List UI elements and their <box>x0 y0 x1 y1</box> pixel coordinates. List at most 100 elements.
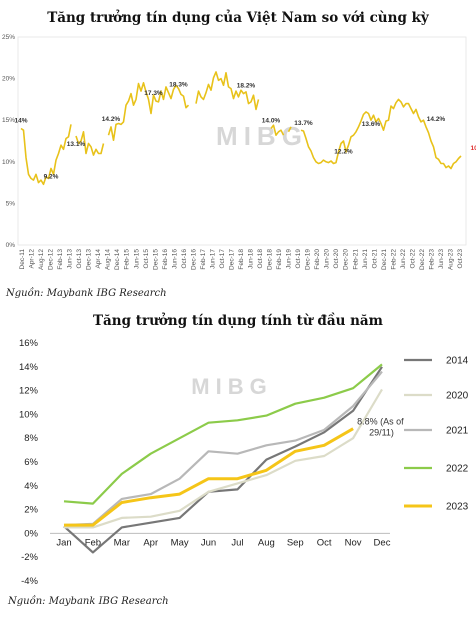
chart1-x-tick-label: Dec-20 <box>343 249 350 270</box>
chart1-x-tick-label: Dec-19 <box>305 249 312 270</box>
chart1-x-tick-label: Feb-22 <box>390 249 397 270</box>
chart1-x-tick-label: Feb-23 <box>428 249 435 270</box>
chart1-annotation-label: 14.2% <box>427 116 446 123</box>
chart1-x-tick-label: Feb-19 <box>276 249 283 270</box>
chart1-series-line-segment-1 <box>75 131 105 156</box>
chart1-y-tick-label: 10% <box>2 159 15 166</box>
chart1-x-tick-label: Dec-14 <box>114 249 121 270</box>
chart2-legend-label-2021: 2021 <box>446 426 469 437</box>
chart2-x-tick-label: Sep <box>287 537 304 548</box>
chart1-annotation-label: 13.6% <box>362 121 381 128</box>
chart2-y-tick-label: 8% <box>24 433 38 444</box>
chart2-legend-label-2020: 2020 <box>446 391 469 402</box>
chart2-y-tick-label: 2% <box>24 505 38 516</box>
chart1-x-tick-label: Aug-14 <box>105 249 112 270</box>
chart1-x-tick-label: Dec-17 <box>228 249 235 270</box>
chart2-series-line-2022 <box>63 363 383 505</box>
chart1-annotation-label: 9.2% <box>44 173 59 180</box>
chart1-watermark: MIBG <box>216 121 308 151</box>
chart1-plot-frame <box>17 36 467 246</box>
chart1-x-tick-label: Jun-22 <box>400 249 407 269</box>
chart1-x-tick-label: Jun-23 <box>438 249 445 269</box>
chart2-svg: -4% -2% 0% 2% 4% 6% 8% 10% 12% 14% 16% Jan Feb Mar Apr… <box>19 338 469 587</box>
chart2-legend-label-2023: 2023 <box>446 502 469 513</box>
chart2-y-tick-label: 10% <box>19 409 39 420</box>
chart2-x-tick-label: Mar <box>114 537 130 548</box>
chart1-y-tick-label: 25% <box>2 34 15 41</box>
chart1-series-line-segment-4 <box>270 124 285 136</box>
chart1-x-tick-label: Jun-19 <box>286 249 293 269</box>
chart2-source: Nguồn: Maybank IBG Research <box>8 596 169 607</box>
chart1-annotation-label: 14.0% <box>262 118 281 125</box>
chart1-x-tick-label: Oct-21 <box>371 249 378 269</box>
chart2-watermark: MIBG <box>191 374 272 399</box>
chart1-x-tick-label: Dec-16 <box>190 249 197 270</box>
chart1-x-tick-label: Oct-19 <box>295 249 302 269</box>
chart1-x-tick-label: Jun-20 <box>324 249 331 269</box>
chart1-x-tick-label: Feb-15 <box>124 249 131 270</box>
chart1-series-line-segment-6 <box>300 98 462 170</box>
chart2-legend-label-2014: 2014 <box>446 356 469 367</box>
chart1-annotation-label: 13.1% <box>67 141 86 148</box>
chart1-x-tick-label: Apr-12 <box>29 249 36 269</box>
chart1-x-tick-label: Oct-15 <box>143 249 150 269</box>
chart1-y-tick-label: 0% <box>6 242 16 249</box>
chart2-x-tick-label: Jul <box>231 537 243 548</box>
chart1-x-tick-label: Oct-20 <box>333 249 340 269</box>
chart2-y-tick-label: -2% <box>21 552 38 563</box>
chart1-x-tick-label: Feb-20 <box>314 249 321 270</box>
chart2-legend-label-2022: 2022 <box>446 464 469 475</box>
chart1-x-tick-label: Oct-17 <box>219 249 226 269</box>
chart1-x-tick-label: Aug-23 <box>447 249 454 270</box>
chart1-x-tick-label: Dec-12 <box>48 249 55 270</box>
chart2-series-line-2014 <box>63 366 383 554</box>
chart2-x-tick-label: Feb <box>85 537 101 548</box>
chart2-series-line-2021 <box>63 370 383 527</box>
chart1-x-tick-label: Feb-21 <box>352 249 359 270</box>
chart2-x-tick-label: Jun <box>201 537 216 548</box>
chart1-x-tick-label: Feb-17 <box>200 249 207 270</box>
chart2-annotation-line2: 29/11) <box>369 428 394 438</box>
chart1-x-tick-label: Jun-18 <box>248 249 255 269</box>
chart1-annotation-label: 18.3% <box>169 82 188 89</box>
chart1-x-tick-label: Jun-16 <box>171 249 178 269</box>
chart1-x-tick-label: Oct-22 <box>409 249 416 269</box>
chart1-x-tick-label: Dec-18 <box>267 249 274 270</box>
chart1-annotation-label: 12.2% <box>334 148 353 155</box>
chart2-x-tick-label: May <box>171 537 189 548</box>
chart1-series-line-segment-0 <box>20 124 72 186</box>
chart1-annotation-label: 18.2% <box>237 83 256 90</box>
yoy-credit-growth-panel: Tăng trưởng tín dụng của Việt Nam so với… <box>0 0 476 300</box>
chart1-annotation-label: 10.7% <box>471 145 476 152</box>
chart1-series-line-segment-3 <box>195 71 260 111</box>
chart1-x-tick-label: Dec-13 <box>86 249 93 270</box>
chart1-x-tick-label: Apr-14 <box>95 249 102 269</box>
chart2-series-line-2020 <box>64 388 383 529</box>
chart2-x-tick-label: Jan <box>56 537 71 548</box>
chart1-x-tick-label: Oct-18 <box>257 249 264 269</box>
chart1-series-line-segment-2 <box>107 82 190 141</box>
chart1-x-tick-label: Jun-21 <box>362 249 369 269</box>
chart1-annotation-label: 14% <box>14 118 27 125</box>
chart1-x-tick-label: Aug-12 <box>38 249 45 270</box>
chart2-x-tick-label: Nov <box>345 537 362 548</box>
chart1-x-tick-label: Feb-16 <box>162 249 169 270</box>
chart2-y-tick-label: 0% <box>24 528 38 539</box>
chart1-x-tick-label: Dec-22 <box>419 249 426 270</box>
chart1-x-tick-label: Oct-16 <box>181 249 188 269</box>
chart2-x-tick-label: Dec <box>374 537 391 548</box>
chart1-annotation-label: 13.7% <box>294 120 313 127</box>
chart1-annotation-label: 17.3% <box>144 90 163 97</box>
chart1-x-tick-label: Jun-15 <box>133 249 140 269</box>
chart2-annotation-line1: 8.8% (As of <box>357 417 404 427</box>
chart1-annotation-label: 14.2% <box>102 116 121 123</box>
chart2-y-tick-label: 6% <box>24 457 38 468</box>
chart2-series-line-2023 <box>64 427 354 527</box>
chart1-y-tick-label: 20% <box>2 76 15 83</box>
chart2-x-tick-label: Oct <box>317 537 332 548</box>
chart2-y-tick-label: 4% <box>24 481 38 492</box>
chart1-x-tick-label: Jun-13 <box>67 249 74 269</box>
chart1-series-line-segment-5 <box>287 126 292 133</box>
chart1-y-tick-label: 15% <box>2 117 15 124</box>
